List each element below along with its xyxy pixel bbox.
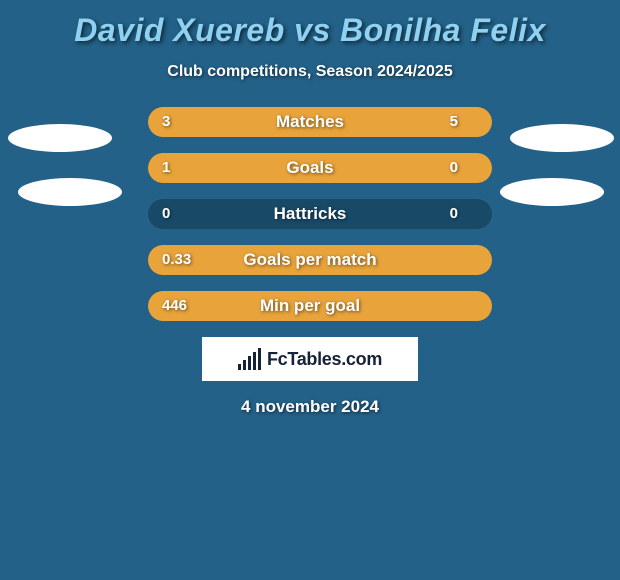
comparison-card: David Xuereb vs Bonilha Felix Club compe…: [0, 0, 620, 580]
date: 4 november 2024: [0, 397, 620, 417]
stat-row: 00Hattricks: [10, 199, 610, 229]
stat-value-right: 0: [436, 153, 472, 183]
logo-bars-icon: [238, 348, 261, 370]
title-player2: Bonilha Felix: [340, 12, 546, 48]
stat-value-right: [444, 291, 472, 321]
stat-row: 0.33Goals per match: [10, 245, 610, 275]
stat-value-left: 446: [148, 291, 201, 321]
title: David Xuereb vs Bonilha Felix: [0, 12, 620, 49]
logo: FcTables.com: [202, 337, 418, 381]
stat-value-left: 0.33: [148, 245, 205, 275]
stat-value-right: [444, 245, 472, 275]
subtitle: Club competitions, Season 2024/2025: [0, 63, 620, 81]
stat-value-left: 3: [148, 107, 184, 137]
stat-row: 10Goals: [10, 153, 610, 183]
stat-value-left: 1: [148, 153, 184, 183]
title-player1: David Xuereb: [74, 12, 285, 48]
stat-value-right: 5: [436, 107, 472, 137]
bar-left: [148, 153, 416, 183]
title-vs: vs: [294, 12, 331, 48]
logo-text: FcTables.com: [267, 349, 382, 370]
stat-value-left: 0: [148, 199, 184, 229]
stat-row: 35Matches: [10, 107, 610, 137]
stat-value-right: 0: [436, 199, 472, 229]
stat-row: 446Min per goal: [10, 291, 610, 321]
